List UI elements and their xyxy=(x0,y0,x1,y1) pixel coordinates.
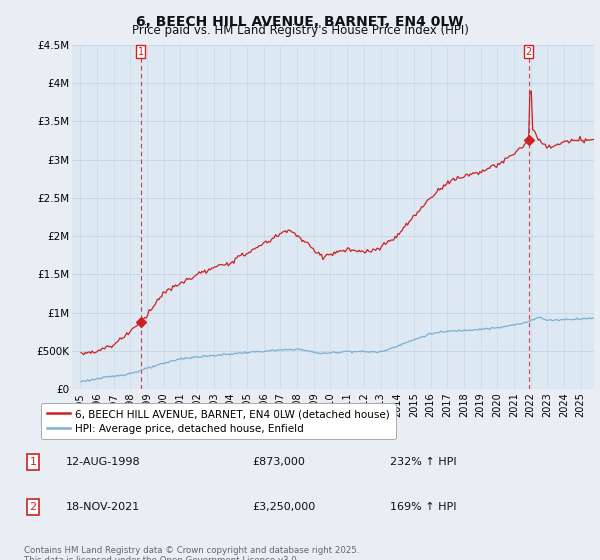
Text: £3,250,000: £3,250,000 xyxy=(252,502,315,512)
Text: 1: 1 xyxy=(137,46,144,57)
Text: 2: 2 xyxy=(526,46,532,57)
Text: 6, BEECH HILL AVENUE, BARNET, EN4 0LW: 6, BEECH HILL AVENUE, BARNET, EN4 0LW xyxy=(136,15,464,29)
Text: 18-NOV-2021: 18-NOV-2021 xyxy=(66,502,140,512)
Text: 12-AUG-1998: 12-AUG-1998 xyxy=(66,457,140,467)
Text: 1: 1 xyxy=(29,457,37,467)
Text: £873,000: £873,000 xyxy=(252,457,305,467)
Legend: 6, BEECH HILL AVENUE, BARNET, EN4 0LW (detached house), HPI: Average price, deta: 6, BEECH HILL AVENUE, BARNET, EN4 0LW (d… xyxy=(41,403,395,440)
Text: Contains HM Land Registry data © Crown copyright and database right 2025.
This d: Contains HM Land Registry data © Crown c… xyxy=(24,546,359,560)
Point xyxy=(136,318,146,327)
Text: Price paid vs. HM Land Registry's House Price Index (HPI): Price paid vs. HM Land Registry's House … xyxy=(131,24,469,37)
Text: 2: 2 xyxy=(29,502,37,512)
Text: 232% ↑ HPI: 232% ↑ HPI xyxy=(390,457,457,467)
Text: 169% ↑ HPI: 169% ↑ HPI xyxy=(390,502,457,512)
Point xyxy=(524,136,533,145)
